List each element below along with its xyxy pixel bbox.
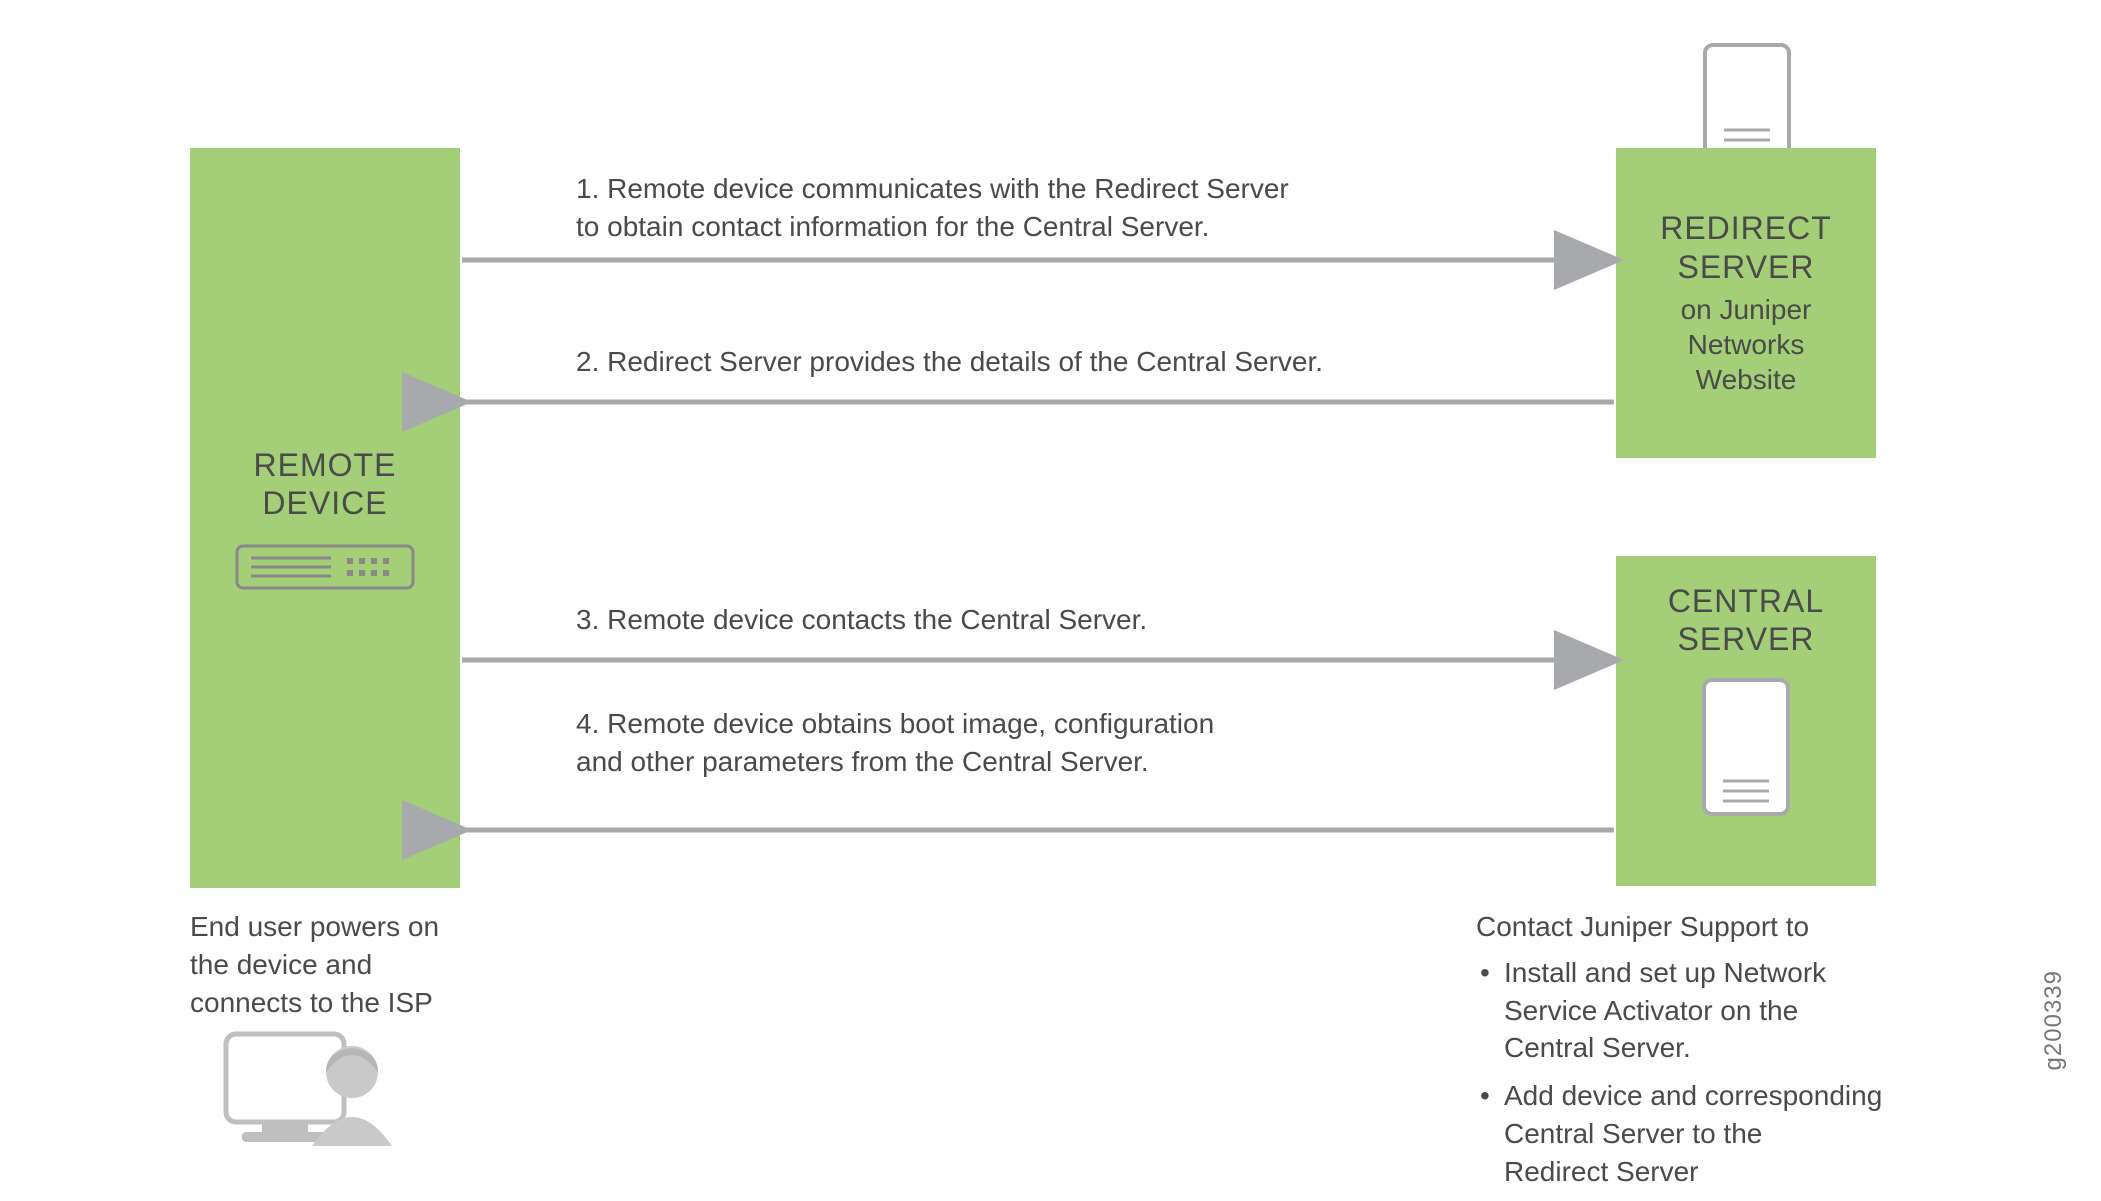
figure-id: g200339 [2040,970,2068,1070]
support-list: Install and set up Network Service Activ… [1476,954,1916,1191]
label-step2: 2. Redirect Server provides the details … [576,343,1323,381]
support-notes: Contact Juniper Support to Install and s… [1476,908,1916,1201]
end-user-icon [220,1028,410,1148]
label-step4: 4. Remote device obtains boot image, con… [576,705,1214,781]
support-item-1: Install and set up Network Service Activ… [1504,954,1916,1067]
label-step3: 3. Remote device contacts the Central Se… [576,601,1147,639]
end-user-caption: End user powers on the device and connec… [190,908,439,1021]
label-step1: 1. Remote device communicates with the R… [576,170,1289,246]
support-intro: Contact Juniper Support to [1476,908,1916,946]
